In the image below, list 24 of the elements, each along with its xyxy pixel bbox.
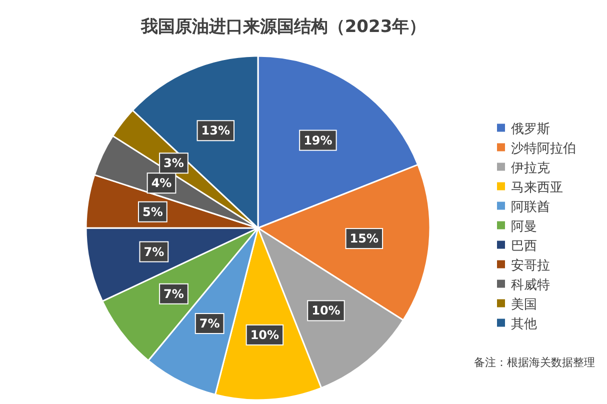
legend-label: 马来西亚: [511, 180, 563, 196]
text: 备注：根据海关数据整理: [474, 356, 595, 369]
data-label: 7%: [164, 286, 184, 301]
data-label: 15%: [350, 232, 379, 246]
data-label: 5%: [142, 204, 163, 219]
chart-title: 我国原油进口来源国结构（2023年）: [140, 17, 426, 37]
legend-label: 美国: [511, 296, 537, 312]
legend-label: 阿曼: [511, 219, 537, 234]
data-label: 7%: [144, 244, 164, 259]
legend-label: 阿联酋: [511, 200, 550, 215]
legend-label: 俄罗斯: [511, 122, 550, 137]
data-label: 13%: [201, 124, 230, 138]
data-label: 3%: [164, 156, 184, 170]
data-label: 10%: [312, 304, 340, 318]
legend-label: 安哥拉: [511, 257, 550, 274]
legend-label: 巴西: [511, 238, 537, 254]
data-label: 10%: [250, 328, 280, 342]
data-label: 7%: [199, 316, 220, 331]
data-label: 19%: [304, 133, 332, 148]
data-label: 4%: [151, 176, 172, 190]
legend-label: 其他: [511, 316, 537, 332]
legend-label: 科威特: [511, 278, 550, 293]
legend-label: 沙特阿拉伯: [511, 141, 576, 156]
legend-label: 伊拉克: [511, 160, 550, 176]
